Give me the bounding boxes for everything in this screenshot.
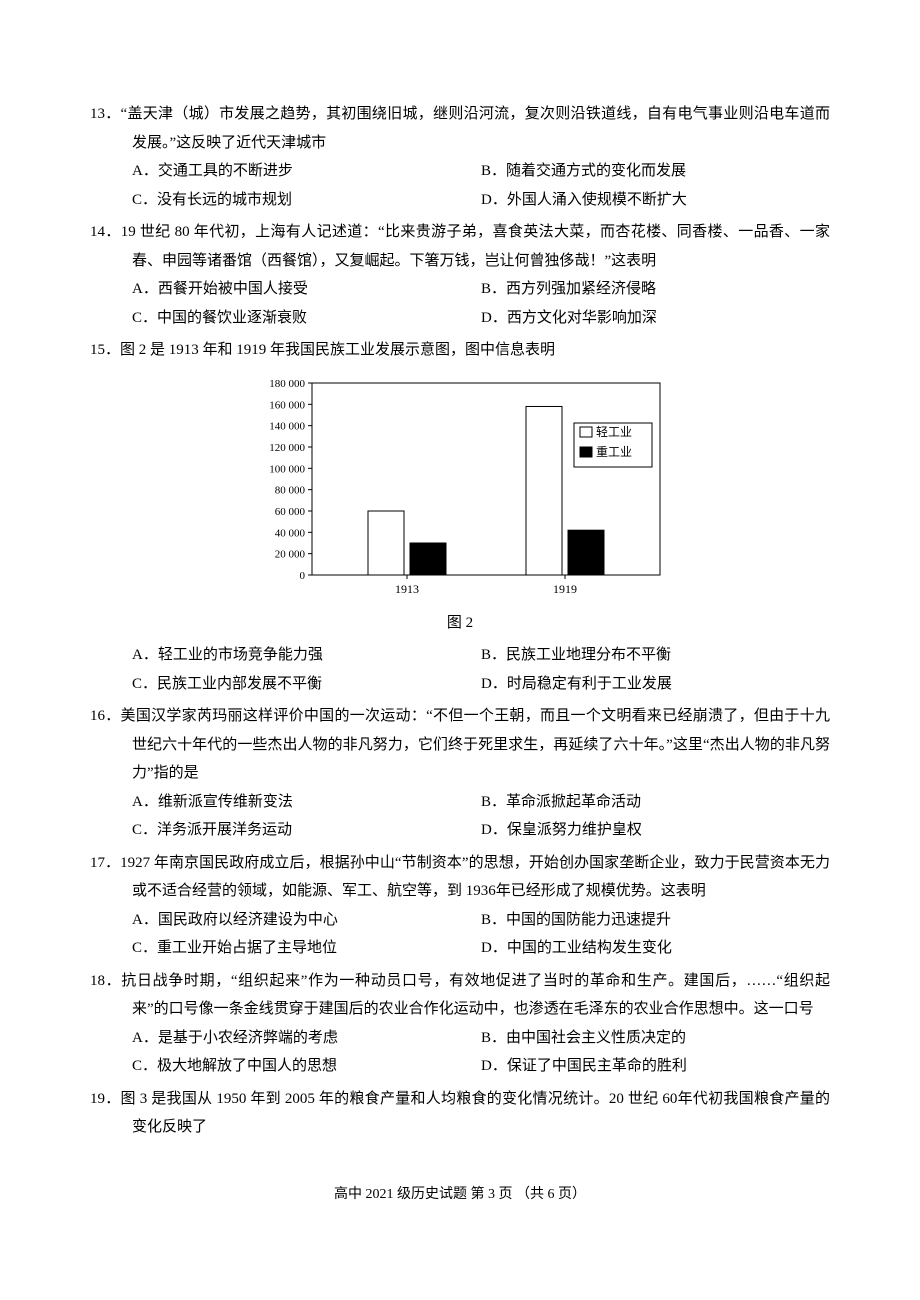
chart-caption: 图 2	[250, 609, 670, 638]
footer-suffix: 页 （共 6 页）	[495, 1187, 586, 1202]
question-body: ．图 3 是我国从 1950 年到 2005 年的粮食产量和人均粮食的变化情况统…	[105, 1091, 830, 1136]
svg-text:60 000: 60 000	[275, 506, 306, 518]
option-c: C．重工业开始占据了主导地位	[132, 934, 481, 963]
chart-figure-2: 0 20 000 40 000 60 000 80 000 100 000 120 000 1…	[250, 373, 670, 638]
question-body: ．“盖天津（城）市发展之趋势，其初围绕旧城，继则沿河流，复次则沿铁道线，自有电气…	[105, 106, 830, 151]
question-14: 14．19 世纪 80 年代初，上海有人记述道：“比来贵游子弟，喜食英法大菜，而…	[90, 218, 830, 332]
svg-text:0: 0	[300, 570, 306, 582]
svg-text:1913: 1913	[395, 582, 419, 596]
question-text: 18．抗日战争时期，“组织起来”作为一种动员口号，有效地促进了当时的革命和生产。…	[90, 967, 830, 1024]
option-d: D．保证了中国民主革命的胜利	[481, 1052, 830, 1081]
options: A．西餐开始被中国人接受 B．西方列强加紧经济侵略 C．中国的餐饮业逐渐衰败 D…	[90, 275, 830, 332]
question-body: ．19 世纪 80 年代初，上海有人记述道：“比来贵游子弟，喜食英法大菜，而杏花…	[105, 224, 830, 269]
option-c: C．中国的餐饮业逐渐衰败	[132, 304, 481, 333]
options: A．维新派宣传维新变法 B．革命派掀起革命活动 C．洋务派开展洋务运动 D．保皇…	[90, 788, 830, 845]
option-d: D．西方文化对华影响加深	[481, 304, 830, 333]
footer-page-num: 3	[488, 1187, 495, 1202]
question-number: 16	[90, 708, 105, 724]
options: A．轻工业的市场竞争能力强 B．民族工业地理分布不平衡 C．民族工业内部发展不平…	[90, 641, 830, 698]
question-body: ．美国汉学家芮玛丽这样评价中国的一次运动：“不但一个王朝，而且一个文明看来已经崩…	[105, 708, 830, 781]
option-b: B．随着交通方式的变化而发展	[481, 157, 830, 186]
page-footer: 高中 2021 级历史试题 第 3 页 （共 6 页）	[90, 1182, 830, 1209]
question-number: 14	[90, 224, 105, 240]
svg-text:重工业: 重工业	[596, 445, 632, 459]
svg-text:1919: 1919	[553, 582, 577, 596]
option-a: A．交通工具的不断进步	[132, 157, 481, 186]
option-b: B．西方列强加紧经济侵略	[481, 275, 830, 304]
svg-text:180 000: 180 000	[269, 378, 305, 390]
footer-prefix: 高中 2021 级历史试题 第	[334, 1187, 488, 1202]
option-b: B．革命派掀起革命活动	[481, 788, 830, 817]
question-number: 18	[90, 973, 105, 989]
question-body: ．图 2 是 1913 年和 1919 年我国民族工业发展示意图，图中信息表明	[105, 342, 555, 358]
question-text: 19．图 3 是我国从 1950 年到 2005 年的粮食产量和人均粮食的变化情…	[90, 1085, 830, 1142]
option-c: C．极大地解放了中国人的思想	[132, 1052, 481, 1081]
question-18: 18．抗日战争时期，“组织起来”作为一种动员口号，有效地促进了当时的革命和生产。…	[90, 967, 830, 1081]
question-text: 16．美国汉学家芮玛丽这样评价中国的一次运动：“不但一个王朝，而且一个文明看来已…	[90, 702, 830, 788]
options: A．交通工具的不断进步 B．随着交通方式的变化而发展 C．没有长远的城市规划 D…	[90, 157, 830, 214]
option-c: C．洋务派开展洋务运动	[132, 816, 481, 845]
question-15: 15．图 2 是 1913 年和 1919 年我国民族工业发展示意图，图中信息表…	[90, 336, 830, 698]
question-13: 13．“盖天津（城）市发展之趋势，其初围绕旧城，继则沿河流，复次则沿铁道线，自有…	[90, 100, 830, 214]
bar-chart-svg: 0 20 000 40 000 60 000 80 000 100 000 120 000 1…	[250, 373, 670, 603]
svg-text:120 000: 120 000	[269, 442, 305, 454]
options: A．是基于小农经济弊端的考虑 B．由中国社会主义性质决定的 C．极大地解放了中国…	[90, 1024, 830, 1081]
question-19: 19．图 3 是我国从 1950 年到 2005 年的粮食产量和人均粮食的变化情…	[90, 1085, 830, 1142]
question-text: 14．19 世纪 80 年代初，上海有人记述道：“比来贵游子弟，喜食英法大菜，而…	[90, 218, 830, 275]
question-number: 17	[90, 855, 105, 871]
option-c: C．没有长远的城市规划	[132, 186, 481, 215]
option-b: B．中国的国防能力迅速提升	[481, 906, 830, 935]
option-d: D．中国的工业结构发生变化	[481, 934, 830, 963]
option-a: A．是基于小农经济弊端的考虑	[132, 1024, 481, 1053]
svg-text:40 000: 40 000	[275, 527, 306, 539]
question-number: 13	[90, 106, 105, 122]
question-text: 15．图 2 是 1913 年和 1919 年我国民族工业发展示意图，图中信息表…	[90, 336, 830, 365]
option-c: C．民族工业内部发展不平衡	[132, 670, 481, 699]
option-d: D．时局稳定有利于工业发展	[481, 670, 830, 699]
option-a: A．轻工业的市场竞争能力强	[132, 641, 481, 670]
option-d: D．外国人涌入使规模不断扩大	[481, 186, 830, 215]
svg-text:160 000: 160 000	[269, 399, 305, 411]
question-body: ．抗日战争时期，“组织起来”作为一种动员口号，有效地促进了当时的革命和生产。建国…	[105, 973, 830, 1018]
option-b: B．民族工业地理分布不平衡	[481, 641, 830, 670]
question-text: 17．1927 年南京国民政府成立后，根据孙中山“节制资本”的思想，开始创办国家…	[90, 849, 830, 906]
question-16: 16．美国汉学家芮玛丽这样评价中国的一次运动：“不但一个王朝，而且一个文明看来已…	[90, 702, 830, 845]
option-a: A．国民政府以经济建设为中心	[132, 906, 481, 935]
question-number: 19	[90, 1091, 105, 1107]
option-a: A．西餐开始被中国人接受	[132, 275, 481, 304]
question-17: 17．1927 年南京国民政府成立后，根据孙中山“节制资本”的思想，开始创办国家…	[90, 849, 830, 963]
question-text: 13．“盖天津（城）市发展之趋势，其初围绕旧城，继则沿河流，复次则沿铁道线，自有…	[90, 100, 830, 157]
option-a: A．维新派宣传维新变法	[132, 788, 481, 817]
svg-text:轻工业: 轻工业	[596, 425, 632, 439]
svg-text:80 000: 80 000	[275, 484, 306, 496]
options: A．国民政府以经济建设为中心 B．中国的国防能力迅速提升 C．重工业开始占据了主…	[90, 906, 830, 963]
question-number: 15	[90, 342, 105, 358]
svg-text:20 000: 20 000	[275, 548, 306, 560]
question-body: ．1927 年南京国民政府成立后，根据孙中山“节制资本”的思想，开始创办国家垄断…	[105, 855, 830, 900]
option-b: B．由中国社会主义性质决定的	[481, 1024, 830, 1053]
svg-text:100 000: 100 000	[269, 463, 305, 475]
option-d: D．保皇派努力维护皇权	[481, 816, 830, 845]
svg-text:140 000: 140 000	[269, 420, 305, 432]
